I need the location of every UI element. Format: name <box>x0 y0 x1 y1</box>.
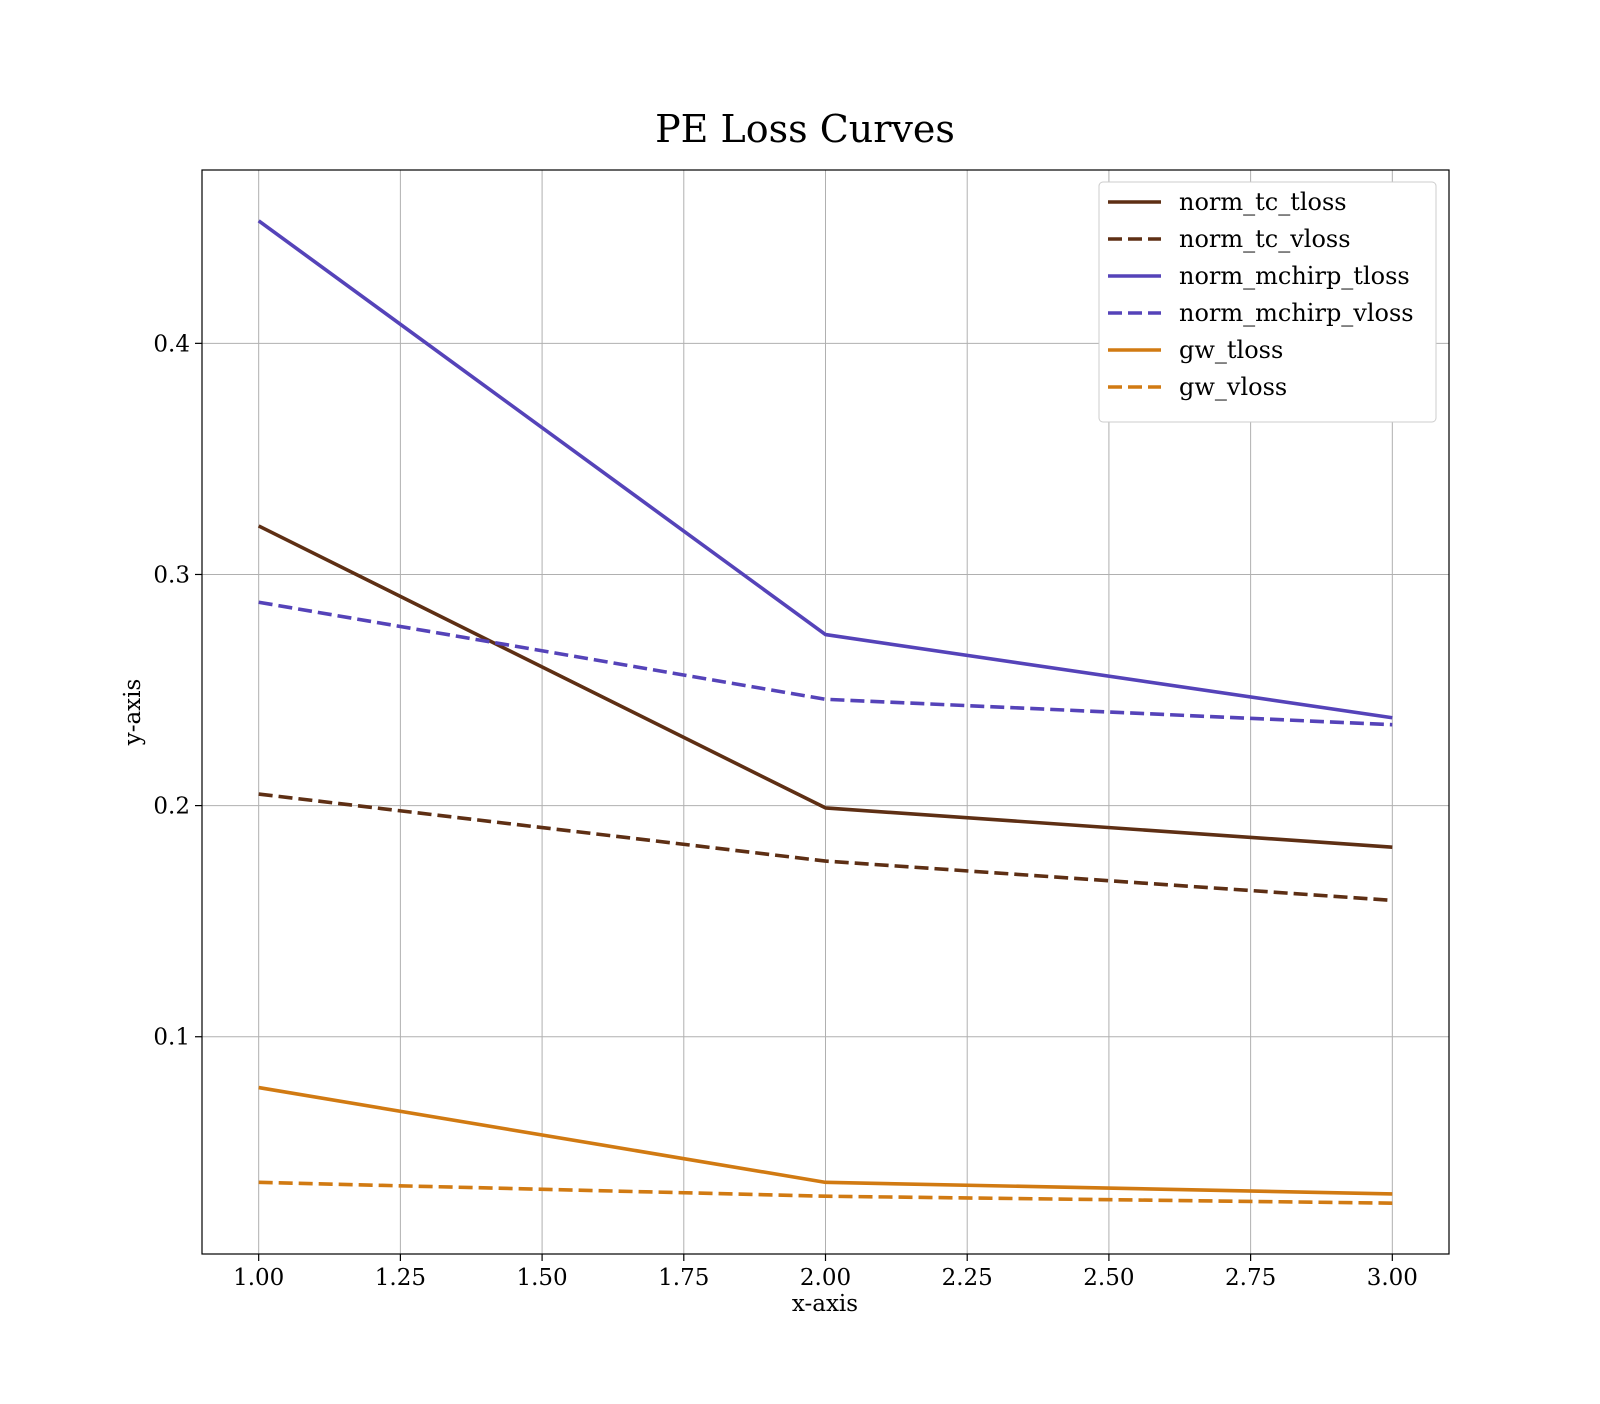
legend-label: gw_vloss <box>1179 373 1287 401</box>
series-line-gw-vloss <box>258 1180 1393 1205</box>
legend: norm_tc_tloss norm_tc_vloss norm_mchirp_tl… <box>1098 181 1437 423</box>
x-tick-label: 1.25 <box>375 1265 426 1291</box>
legend-label: norm_tc_tloss <box>1179 188 1347 216</box>
series-line-norm-mchirp-vloss <box>258 600 1393 727</box>
x-tick-label: 1.00 <box>233 1265 284 1291</box>
legend-label: norm_mchirp_tloss <box>1179 262 1410 290</box>
series-line-norm-mchirp-tloss <box>257 219 1393 720</box>
x-tick-label: 2.50 <box>1083 1265 1134 1291</box>
y-axis-label: y-axis <box>120 679 146 747</box>
x-tick-label: 2.00 <box>800 1265 851 1291</box>
x-tick-label: 1.75 <box>658 1265 709 1291</box>
axis-ticks: 1.00 1.25 1.50 1.75 2.00 2.25 2.50 2.75 3.00 0.1 0… <box>153 331 1418 1291</box>
x-tick-label: 2.25 <box>942 1265 993 1291</box>
legend-label: gw_tloss <box>1179 336 1283 364</box>
series-lines <box>257 219 1393 1205</box>
y-tick-label: 0.3 <box>153 562 190 588</box>
series-line-norm-tc-tloss <box>257 524 1393 850</box>
series-line-norm-tc-vloss <box>258 792 1393 903</box>
chart-title: PE Loss Curves <box>655 107 955 151</box>
x-tick-label: 2.75 <box>1225 1265 1276 1291</box>
x-tick-label: 3.00 <box>1367 1265 1418 1291</box>
legend-box <box>1098 181 1437 423</box>
x-tick-label: 1.50 <box>516 1265 567 1291</box>
legend-label: norm_mchirp_vloss <box>1179 299 1414 327</box>
y-tick-label: 0.4 <box>153 331 190 357</box>
y-tick-label: 0.2 <box>153 794 190 820</box>
legend-label: norm_tc_vloss <box>1179 225 1351 253</box>
x-axis-label: x-axis <box>792 1291 858 1317</box>
series-line-gw-tloss <box>258 1085 1393 1196</box>
y-tick-label: 0.1 <box>153 1025 190 1051</box>
